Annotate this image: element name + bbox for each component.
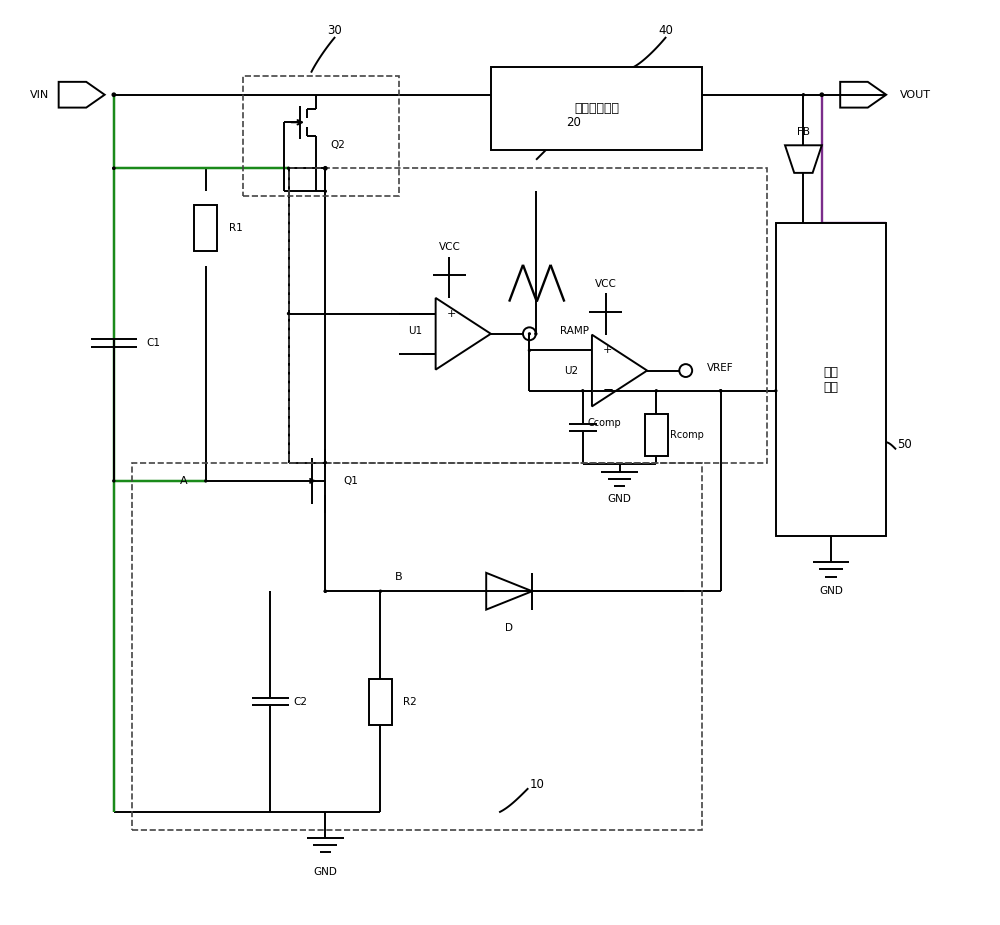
- Circle shape: [205, 480, 207, 482]
- Bar: [491, 68, 702, 150]
- Text: FB: FB: [797, 127, 810, 137]
- Circle shape: [288, 167, 290, 169]
- Text: VREF: VREF: [707, 363, 733, 373]
- Bar: [776, 224, 886, 536]
- Text: C2: C2: [293, 697, 307, 707]
- Text: +: +: [603, 345, 612, 355]
- Text: VCC: VCC: [595, 279, 617, 290]
- Circle shape: [820, 93, 823, 96]
- Text: R2: R2: [403, 697, 417, 707]
- Circle shape: [582, 389, 584, 392]
- Circle shape: [529, 333, 530, 335]
- Text: 40: 40: [658, 24, 673, 37]
- Circle shape: [113, 167, 115, 169]
- Circle shape: [324, 462, 326, 463]
- Circle shape: [379, 590, 381, 592]
- Bar: [132, 462, 702, 831]
- Circle shape: [775, 389, 777, 392]
- Text: B: B: [395, 573, 403, 583]
- Circle shape: [535, 333, 537, 335]
- Bar: [194, 205, 217, 251]
- Text: Q1: Q1: [344, 475, 359, 486]
- Circle shape: [113, 480, 115, 482]
- Circle shape: [324, 166, 327, 170]
- Bar: [645, 414, 668, 456]
- Text: −: −: [603, 384, 614, 397]
- Circle shape: [324, 590, 326, 592]
- Text: 整流滤波模块: 整流滤波模块: [574, 102, 619, 115]
- Circle shape: [802, 93, 804, 95]
- Text: R1: R1: [229, 223, 243, 233]
- Text: VIN: VIN: [30, 90, 49, 100]
- Text: 采样
模块: 采样 模块: [823, 365, 838, 394]
- Text: GND: GND: [819, 586, 843, 597]
- Text: Rcomp: Rcomp: [670, 430, 704, 440]
- Bar: [289, 168, 767, 462]
- Bar: [369, 679, 392, 724]
- Text: GND: GND: [608, 494, 631, 504]
- Text: VCC: VCC: [438, 242, 460, 253]
- Circle shape: [720, 389, 722, 392]
- Text: Q2: Q2: [330, 141, 345, 150]
- Text: GND: GND: [313, 867, 337, 877]
- Circle shape: [655, 389, 657, 392]
- Text: 10: 10: [529, 778, 544, 791]
- Text: RAMP: RAMP: [560, 326, 589, 336]
- Text: VOUT: VOUT: [900, 90, 931, 100]
- Text: U2: U2: [564, 365, 578, 376]
- Circle shape: [324, 191, 326, 192]
- Text: Ccomp: Ccomp: [587, 418, 621, 428]
- Text: +: +: [447, 309, 456, 318]
- Circle shape: [288, 313, 290, 315]
- Circle shape: [720, 389, 722, 392]
- Text: A: A: [180, 475, 187, 486]
- Circle shape: [528, 350, 530, 352]
- Text: 20: 20: [566, 116, 581, 129]
- Bar: [243, 77, 399, 196]
- Circle shape: [113, 167, 115, 169]
- Text: 30: 30: [327, 24, 342, 37]
- Circle shape: [324, 590, 326, 592]
- Text: C1: C1: [146, 338, 160, 348]
- Circle shape: [112, 93, 115, 96]
- Text: U1: U1: [408, 326, 422, 336]
- Text: 50: 50: [897, 438, 912, 450]
- Text: D: D: [505, 623, 513, 633]
